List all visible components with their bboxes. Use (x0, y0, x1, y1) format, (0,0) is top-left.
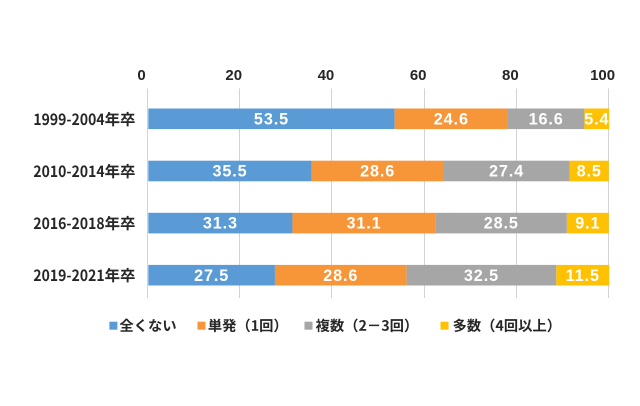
svg-text:11.5: 11.5 (566, 267, 600, 285)
svg-text:28.6: 28.6 (323, 267, 358, 285)
svg-text:60: 60 (410, 67, 427, 84)
svg-text:8.5: 8.5 (577, 163, 602, 181)
svg-text:40: 40 (318, 67, 335, 84)
svg-text:80: 80 (502, 67, 519, 84)
svg-text:28.6: 28.6 (360, 163, 395, 181)
svg-text:28.5: 28.5 (484, 215, 519, 233)
svg-text:0: 0 (137, 67, 145, 84)
svg-text:31.1: 31.1 (346, 215, 381, 233)
svg-text:27.5: 27.5 (194, 267, 229, 285)
svg-text:5.4: 5.4 (584, 110, 609, 128)
svg-text:53.5: 53.5 (254, 110, 289, 128)
svg-text:20: 20 (225, 67, 242, 84)
svg-text:32.5: 32.5 (464, 267, 499, 285)
svg-text:35.5: 35.5 (212, 163, 247, 181)
svg-text:31.3: 31.3 (203, 215, 238, 233)
svg-text:24.6: 24.6 (434, 110, 469, 128)
svg-text:27.4: 27.4 (489, 163, 524, 181)
svg-text:16.6: 16.6 (529, 110, 564, 128)
svg-text:100: 100 (590, 67, 615, 84)
svg-text:9.1: 9.1 (575, 215, 600, 233)
